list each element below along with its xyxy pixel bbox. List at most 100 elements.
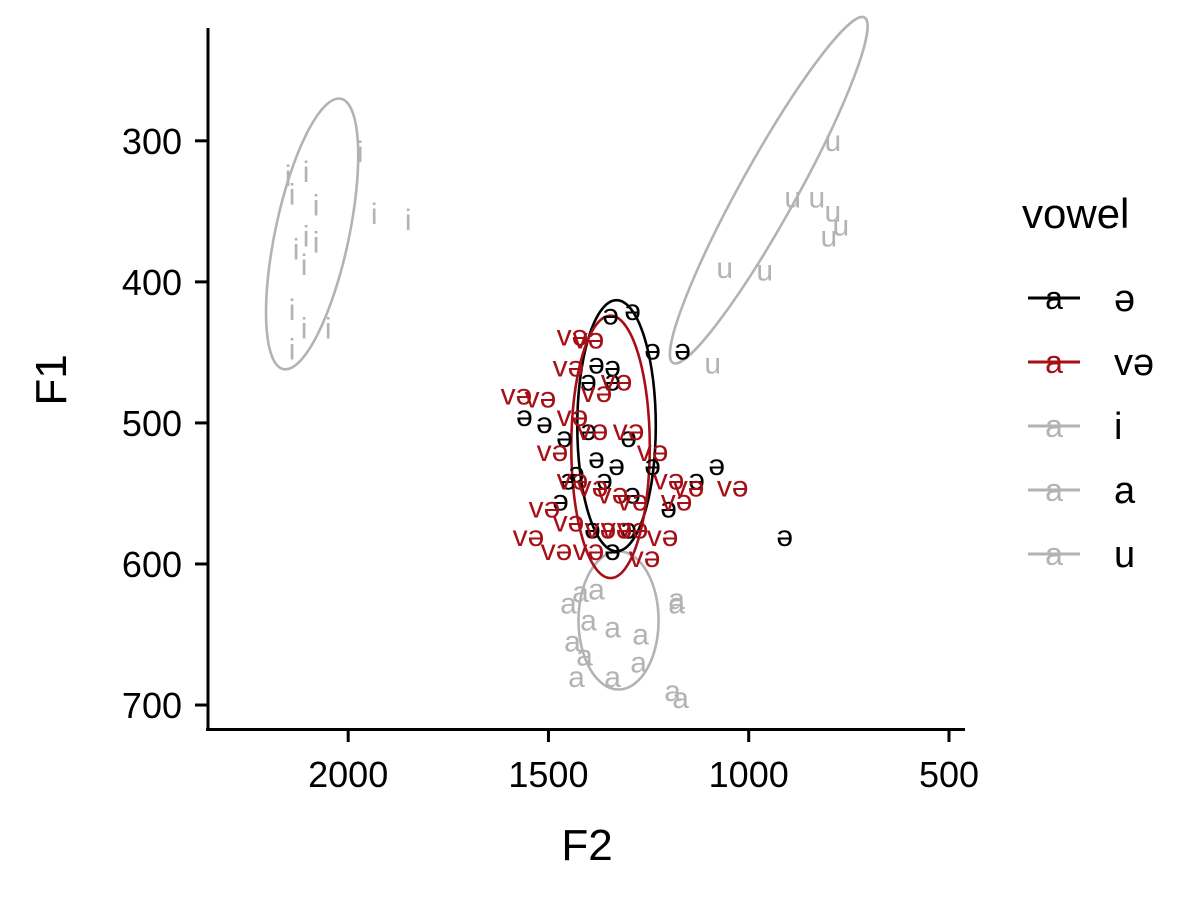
data-point: və (673, 470, 705, 503)
data-point: və (577, 470, 609, 503)
data-point: ə (536, 407, 553, 440)
ellipse-4 (575, 298, 658, 553)
data-point: ə (776, 520, 793, 553)
y-tick-label: 600 (122, 544, 182, 585)
legend-item: a və (1028, 342, 1154, 384)
data-point: ə (620, 421, 637, 454)
data-point: i (301, 249, 308, 282)
y-axis-title: F1 (27, 354, 76, 405)
data-point: u (808, 181, 825, 214)
data-point: və (541, 534, 573, 567)
data-point: və (557, 400, 589, 433)
data-point: ə (560, 463, 577, 496)
legend: vowel a əa vəa ia aa u (1022, 190, 1154, 576)
data-point: u (784, 181, 801, 214)
data-point: u (824, 125, 841, 158)
data-point: a (568, 661, 585, 694)
ellipses-layer (264, 15, 869, 691)
data-point: ə (584, 513, 601, 546)
data-point: a (630, 647, 647, 680)
data-point: ə (660, 492, 677, 525)
data-point: u (756, 255, 773, 288)
data-point: ə (568, 456, 585, 489)
data-point: u (832, 209, 849, 242)
data-point: a (664, 675, 681, 708)
legend-key-glyph: a (1045, 280, 1063, 316)
data-point: və (537, 435, 569, 468)
data-point: ə (688, 463, 705, 496)
data-point: a (668, 583, 685, 616)
data-point: və (553, 351, 585, 384)
data-point: ə (580, 414, 597, 447)
data-point: a (632, 618, 649, 651)
data-point: u (704, 348, 721, 381)
data-point: və (629, 541, 661, 574)
data-point: ə (644, 449, 661, 482)
data-point: ə (620, 513, 637, 546)
data-point: a (560, 587, 577, 620)
y-tick-label: 300 (122, 121, 182, 162)
data-point: ə (604, 365, 621, 398)
ellipse-1 (264, 97, 360, 371)
x-tick-label: 1500 (508, 754, 588, 795)
data-point: və (577, 414, 609, 447)
data-point: və (601, 513, 633, 546)
data-point: ə (552, 485, 569, 518)
data-point: və (617, 513, 649, 546)
data-point: ə (674, 334, 691, 367)
legend-label: a (1114, 470, 1136, 512)
legend-title: vowel (1022, 190, 1129, 237)
data-point: i (303, 156, 310, 189)
ellipse-2 (668, 15, 869, 365)
x-tick-label: 1000 (709, 754, 789, 795)
data-point: u (716, 252, 733, 285)
data-point: ə (604, 351, 621, 384)
data-point: a (580, 604, 597, 637)
data-point: və (501, 379, 533, 412)
data-point: i (289, 334, 296, 367)
data-point: i (313, 226, 320, 259)
data-point: və (613, 414, 645, 447)
x-tick-label: 2000 (308, 754, 388, 795)
data-point: və (557, 463, 589, 496)
data-point: və (717, 470, 749, 503)
data-point: ə (708, 449, 725, 482)
data-point: i (405, 204, 412, 237)
data-point: və (529, 492, 561, 525)
data-point: a (672, 682, 689, 715)
data-point: və (573, 534, 605, 567)
data-point: ə (602, 298, 619, 331)
x-axis-ticks: 2000 1500 1000 500 (308, 729, 979, 795)
data-point: və (617, 485, 649, 518)
x-axis-title: F2 (561, 821, 612, 870)
y-tick-label: 500 (122, 403, 182, 444)
data-point: və (601, 365, 633, 398)
x-tick-label: 500 (919, 754, 979, 795)
legend-label: ə (1114, 278, 1135, 320)
data-point: u (820, 221, 837, 254)
legend-label: və (1114, 342, 1154, 384)
data-point: və (581, 376, 613, 409)
data-point: ə (588, 348, 605, 381)
data-point: u (824, 195, 841, 228)
data-point: və (653, 463, 685, 496)
data-point: a (576, 640, 593, 673)
data-point: və (553, 506, 585, 539)
data-point: və (557, 319, 589, 352)
legend-key-glyph: a (1045, 536, 1063, 572)
data-point: və (525, 382, 557, 415)
legend-label: u (1114, 534, 1135, 576)
data-point: i (371, 198, 378, 231)
data-point: və (597, 477, 629, 510)
data-point: i (357, 136, 364, 169)
data-point: ə (608, 449, 625, 482)
data-point: a (668, 587, 685, 620)
y-tick-label: 400 (122, 262, 182, 303)
data-point: və (573, 322, 605, 355)
data-point: ə (588, 442, 605, 475)
data-point: a (604, 661, 621, 694)
data-point: ə (596, 463, 613, 496)
